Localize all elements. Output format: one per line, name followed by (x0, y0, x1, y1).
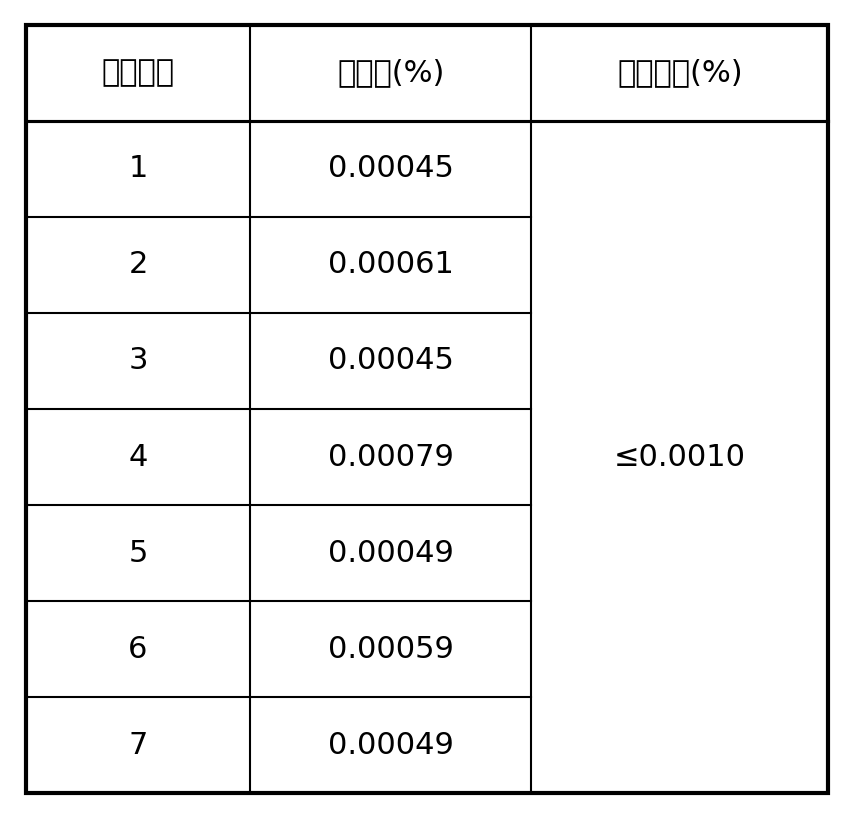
Text: 0.00079: 0.00079 (328, 443, 453, 471)
Text: 标准要求(%): 标准要求(%) (617, 58, 742, 87)
Text: 0.00045: 0.00045 (328, 347, 453, 375)
Text: 0.00061: 0.00061 (328, 250, 453, 279)
Text: ≤0.0010: ≤0.0010 (613, 443, 745, 471)
Text: 试样序号: 试样序号 (102, 58, 174, 87)
Text: 1: 1 (128, 155, 148, 183)
Text: 0.00045: 0.00045 (328, 155, 453, 183)
Text: 4: 4 (128, 443, 148, 471)
Text: 0.00049: 0.00049 (328, 731, 453, 760)
Text: 7: 7 (128, 731, 148, 760)
Text: 0.00059: 0.00059 (328, 635, 453, 663)
Text: 2: 2 (128, 250, 148, 279)
Text: 0.00049: 0.00049 (328, 539, 453, 568)
Text: 3: 3 (128, 347, 148, 375)
Text: 5: 5 (128, 539, 148, 568)
Text: 6: 6 (128, 635, 148, 663)
Text: 氧含量(%): 氧含量(%) (337, 58, 444, 87)
